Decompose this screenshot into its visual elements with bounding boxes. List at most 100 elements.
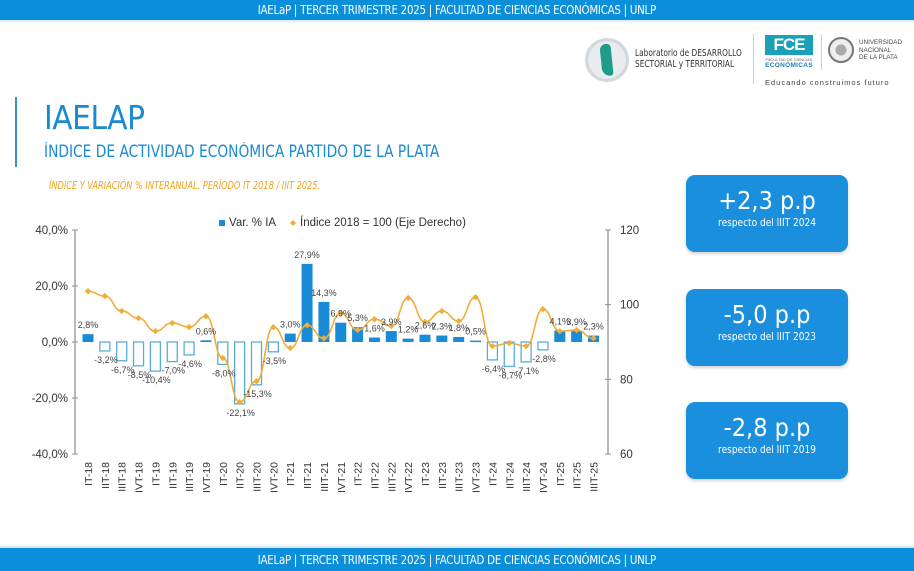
kpi-label: respecto del IIIT 2023 (718, 330, 816, 343)
index-point (472, 294, 479, 301)
index-point (455, 317, 462, 325)
index-point (202, 313, 210, 320)
bar-data-label: -2,8% (532, 354, 556, 364)
bar-data-label: -3,2% (94, 355, 118, 365)
bar-data-label: -10,4% (142, 375, 171, 385)
index-point (354, 326, 361, 334)
footer-shadow (0, 544, 914, 548)
x-axis-tick-label: IIIT-20 (252, 462, 264, 492)
index-point (270, 323, 277, 331)
fce-logo: FCE FACULTAD DE CIENCIAS ECONÓMICAS (765, 35, 813, 69)
bar-var-ia (385, 331, 397, 342)
lab-name-line1: Laboratorio de DESARROLLO (635, 48, 742, 59)
header-text: IAELaP | TERCER TRIMESTRE 2025 | FACULTA… (257, 2, 657, 17)
x-axis-tick-label: IIT-21 (302, 462, 314, 489)
x-axis-tick-label: IIIT-18 (117, 462, 129, 492)
bar-var-ia (183, 341, 195, 356)
bar-var-ia (116, 341, 128, 362)
bar-data-label: 0,5% (465, 327, 486, 337)
x-axis-tick-label: IIT-20 (235, 462, 247, 489)
right-axis-tick-label: 80 (620, 374, 633, 386)
legend-label-index: Índice 2018 = 100 (Eje Derecho) (300, 216, 466, 229)
index-point (185, 323, 193, 331)
index-point (522, 342, 530, 350)
index-point (421, 318, 429, 326)
fce-small-text: FACULTAD DE CIENCIAS (765, 57, 813, 62)
footer-text: IAELaP | TERCER TRIMESTRE 2025 | FACULTA… (257, 552, 657, 567)
x-axis-tick-label: IIIT-25 (589, 462, 601, 492)
index-point (236, 398, 243, 406)
bar-data-label: 0,6% (196, 326, 217, 336)
bar-data-label: 1,8% (448, 323, 469, 333)
argentina-map-icon (599, 43, 614, 77)
header-banner: IAELaP | TERCER TRIMESTRE 2025 | FACULTA… (0, 0, 914, 20)
index-point (287, 344, 294, 352)
kpi-value: -2,8 p.p (723, 413, 811, 442)
left-axis-tick-label: 20,0% (35, 281, 68, 293)
index-point (169, 319, 176, 327)
index-point (556, 327, 563, 335)
x-axis-tick-label: IIT-23 (437, 462, 449, 489)
legend-line-swatch (290, 220, 296, 226)
index-point (438, 307, 446, 315)
bar-var-ia (200, 340, 212, 342)
index-point (253, 378, 260, 385)
kpi-label: respecto del IIIT 2019 (718, 443, 816, 456)
bar-data-label: 2,3% (432, 322, 453, 332)
lab-name-line2: SECTORIAL y TERRITORIAL (635, 59, 735, 70)
page-title: IAELAP (44, 98, 145, 137)
bar-data-label: 1,2% (398, 325, 419, 335)
kpi-card-vs-2019: -2,8 p.p respecto del IIIT 2019 (686, 402, 848, 479)
left-axis-tick-label: -40,0% (32, 449, 68, 461)
index-point (84, 288, 92, 295)
x-axis-tick-label: IT-23 (420, 462, 432, 486)
x-axis-tick-label: IVT-24 (538, 462, 550, 493)
x-axis-tick-label: IT-18 (83, 462, 95, 486)
bar-var-ia (352, 327, 364, 342)
x-axis-tick-label: IT-19 (150, 462, 162, 486)
index-point (573, 326, 580, 334)
page-subtitle: ÍNDICE DE ACTIVIDAD ECONÓMICA PARTIDO DE… (44, 142, 440, 161)
bar-var-ia (419, 334, 431, 342)
bar-var-ia (132, 341, 145, 367)
bar-var-ia (318, 301, 330, 342)
bar-data-label: -8,7% (498, 370, 522, 380)
bar-data-label: 2,3% (583, 322, 604, 332)
bar-data-label: 3,9% (566, 317, 587, 327)
bar-var-ia (402, 338, 414, 342)
x-axis-tick-label: IVT-18 (134, 462, 146, 493)
x-axis-tick-label: IT-21 (285, 462, 297, 486)
bar-data-label: -3,5% (263, 356, 287, 366)
bar-var-ia (537, 341, 549, 351)
bar-data-label: -6,7% (111, 365, 135, 375)
index-point (219, 354, 226, 362)
bar-var-ia (470, 340, 482, 343)
x-axis-tick-label: IT-25 (555, 462, 567, 486)
index-point (506, 339, 513, 347)
index-point (337, 310, 344, 317)
bar-var-ia (520, 341, 532, 363)
x-axis-tick-label: IIT-24 (504, 462, 516, 489)
bar-var-ia (149, 341, 162, 372)
bar-var-ia (166, 341, 178, 363)
logo-divider (753, 34, 754, 84)
x-axis-tick-label: IIIT-24 (521, 462, 533, 492)
x-axis-tick-label: IVT-21 (336, 462, 348, 493)
bar-data-label: -8,0% (212, 368, 236, 378)
bar-data-label: 3,9% (381, 317, 402, 327)
kpi-card-vs-2023: -5,0 p.p respecto del IIIT 2023 (686, 289, 848, 366)
left-axis-tick-label: 0,0% (42, 337, 68, 349)
unlp-name: UNIVERSIDAD NACIONAL DE LA PLATA (859, 39, 902, 62)
index-point (152, 327, 159, 335)
bar-var-ia (82, 334, 94, 342)
x-axis-tick-label: IIIT-23 (454, 462, 466, 492)
chart-description: ÍNDICE Y VARIACIÓN % INTERANUAL. PERÍODO… (49, 180, 321, 192)
bar-data-label: 2,8% (78, 320, 99, 330)
unlp-line2: NACIONAL (859, 46, 892, 54)
bar-var-ia (99, 341, 111, 352)
right-axis-tick-label: 120 (620, 225, 639, 237)
lab-globe-logo-icon (585, 38, 629, 82)
kpi-value: -5,0 p.p (723, 300, 811, 329)
x-axis-tick-label: IIT-18 (100, 462, 112, 489)
bar-data-label: 27,9% (294, 250, 320, 260)
